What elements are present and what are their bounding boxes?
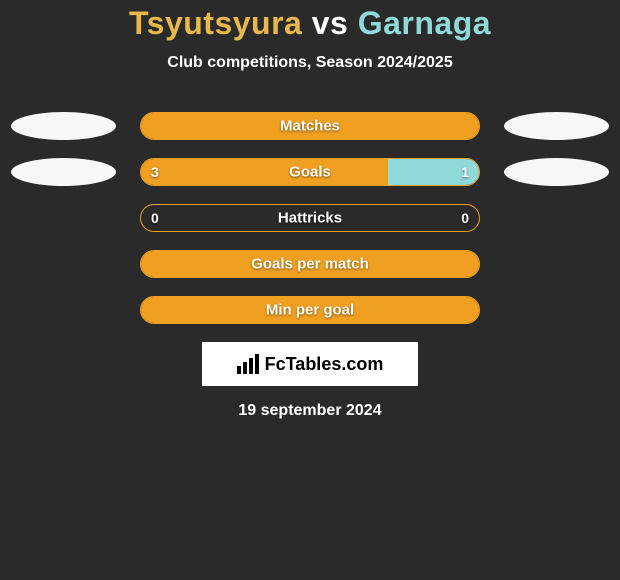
stat-bar: Matches <box>140 112 480 140</box>
stat-label: Matches <box>280 118 340 135</box>
player2-badge <box>504 158 609 186</box>
logo: FcTables.com <box>237 354 384 375</box>
title-vs: vs <box>302 5 357 41</box>
stat-value-right: 0 <box>461 210 469 226</box>
stat-bar: Goals 3 1 <box>140 158 480 186</box>
stat-row: Hattricks 0 0 <box>0 204 620 232</box>
stat-bar: Hattricks 0 0 <box>140 204 480 232</box>
stat-value-right: 1 <box>461 164 469 180</box>
title-player1: Tsyutsyura <box>129 5 302 41</box>
page-title: Tsyutsyura vs Garnaga <box>0 5 620 42</box>
stat-label: Goals <box>289 164 331 181</box>
footer-date: 19 september 2024 <box>0 402 620 420</box>
player1-badge <box>11 112 116 140</box>
stat-row: Goals 3 1 <box>0 158 620 186</box>
stat-value-left: 0 <box>151 210 159 226</box>
subtitle: Club competitions, Season 2024/2025 <box>0 54 620 72</box>
stat-label: Goals per match <box>251 256 369 273</box>
player1-badge <box>11 158 116 186</box>
bars-container: Matches Goals 3 1 Hattricks 0 0 Goals per match… <box>0 112 620 324</box>
logo-text: FcTables.com <box>265 354 384 375</box>
stat-row: Min per goal <box>0 296 620 324</box>
stat-row: Matches <box>0 112 620 140</box>
logo-box: FcTables.com <box>202 342 418 386</box>
player2-badge <box>504 112 609 140</box>
stat-value-left: 3 <box>151 164 159 180</box>
main-container: Tsyutsyura vs Garnaga Club competitions,… <box>0 0 620 420</box>
stat-label: Min per goal <box>266 302 354 319</box>
stat-bar: Min per goal <box>140 296 480 324</box>
logo-chart-icon <box>237 354 259 374</box>
bar-fill-left <box>141 159 388 185</box>
stat-row: Goals per match <box>0 250 620 278</box>
stat-bar: Goals per match <box>140 250 480 278</box>
stat-label: Hattricks <box>278 210 342 227</box>
title-player2: Garnaga <box>358 5 491 41</box>
